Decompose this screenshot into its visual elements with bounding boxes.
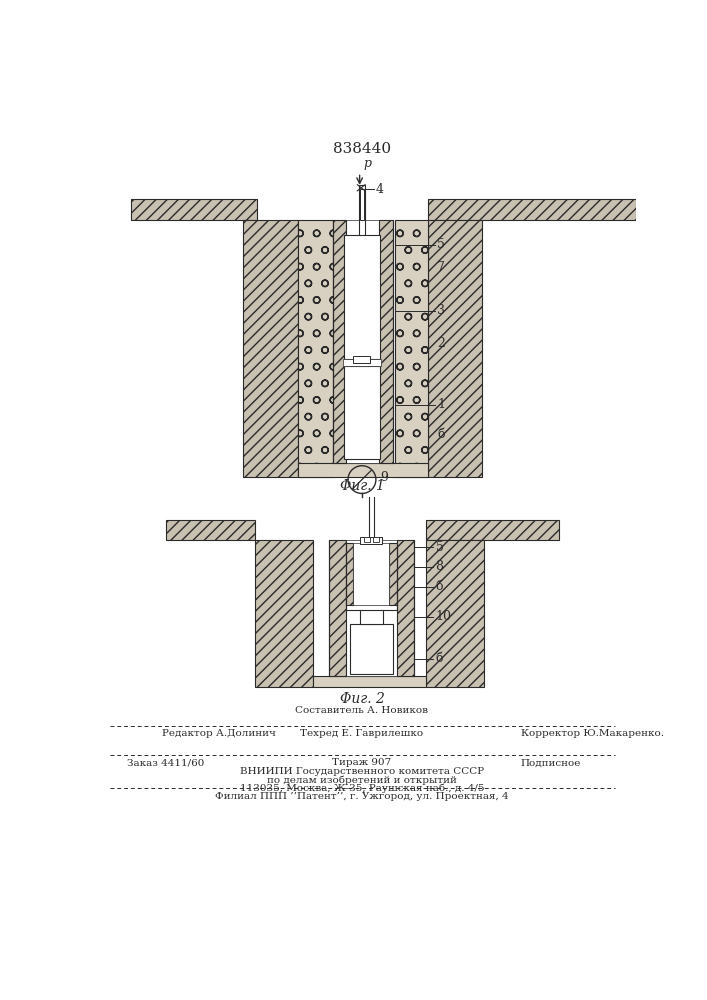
Bar — [166, 520, 255, 540]
Bar — [361, 537, 382, 544]
Text: 1: 1 — [437, 398, 445, 411]
Text: 5: 5 — [437, 238, 445, 251]
Text: Φиг. 2: Φиг. 2 — [339, 692, 385, 706]
Bar — [354, 543, 389, 605]
Bar — [361, 189, 363, 220]
Bar — [354, 356, 370, 363]
Bar — [389, 543, 397, 605]
Bar — [298, 463, 428, 477]
Bar — [397, 540, 414, 676]
Bar — [329, 540, 346, 676]
Bar — [426, 540, 484, 687]
Bar — [428, 220, 482, 477]
Bar — [349, 624, 393, 674]
Text: 3: 3 — [437, 304, 445, 317]
Bar — [360, 610, 383, 624]
Bar — [243, 220, 298, 477]
Bar — [344, 235, 380, 359]
Bar — [379, 220, 393, 463]
Text: 5: 5 — [436, 541, 443, 554]
Text: Составитель А. Новиков: Составитель А. Новиков — [296, 706, 428, 715]
Text: 113035, Москва, Ж-35, Раушская наб., д. 4/5: 113035, Москва, Ж-35, Раушская наб., д. … — [240, 784, 484, 793]
Text: Филиал ППП ’’Патент’’, г. Ужгород, ул. Проектная, 4: Филиал ППП ’’Патент’’, г. Ужгород, ул. П… — [215, 792, 509, 801]
Text: по делам изобретений и открытий: по делам изобретений и открытий — [267, 775, 457, 785]
Bar — [343, 359, 381, 366]
Text: 9: 9 — [380, 471, 388, 484]
Text: 7: 7 — [437, 261, 445, 274]
Bar — [363, 537, 370, 542]
Bar — [395, 220, 428, 477]
Bar — [255, 540, 313, 687]
Bar — [346, 543, 354, 605]
Bar — [332, 220, 346, 463]
Bar — [298, 220, 332, 477]
Bar — [313, 676, 426, 687]
Bar — [131, 199, 257, 220]
Text: 2: 2 — [437, 337, 445, 350]
Bar — [373, 537, 379, 542]
Bar — [344, 366, 380, 459]
Text: 8: 8 — [436, 560, 443, 573]
Text: p: p — [363, 157, 371, 170]
Text: Редактор А.Долинич: Редактор А.Долинич — [162, 729, 276, 738]
Text: Техред Е. Гаврилешко: Техред Е. Гаврилешко — [300, 729, 423, 738]
Text: 10: 10 — [436, 610, 452, 623]
Bar — [428, 199, 636, 220]
Bar — [359, 185, 365, 312]
Bar — [346, 540, 397, 676]
Text: Заказ 4411/60: Заказ 4411/60 — [127, 758, 204, 767]
Text: б: б — [437, 428, 445, 441]
Text: 838440: 838440 — [333, 142, 391, 156]
Text: Корректор Ю.Макаренко.: Корректор Ю.Макаренко. — [521, 729, 664, 738]
Text: Φиг. 1: Φиг. 1 — [339, 479, 385, 493]
Text: Подписное: Подписное — [521, 758, 581, 767]
Bar — [346, 220, 379, 463]
Text: б: б — [436, 580, 443, 593]
Text: 4: 4 — [375, 183, 383, 196]
Text: б: б — [436, 652, 443, 666]
Text: Тираж 907: Тираж 907 — [332, 758, 392, 767]
Text: ВНИИПИ Государственного комитета СССР: ВНИИПИ Государственного комитета СССР — [240, 767, 484, 776]
Bar — [426, 520, 559, 540]
